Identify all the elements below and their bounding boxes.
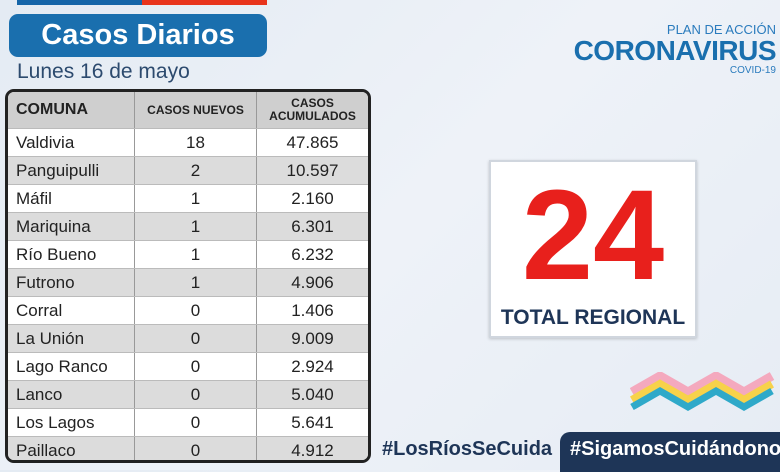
comuna-cell: Lago Ranco: [8, 353, 135, 380]
column-header: CASOS NUEVOS: [135, 92, 257, 128]
acumulados-cell: 2.160: [291, 188, 334, 208]
total-label: TOTAL REGIONAL: [500, 306, 686, 329]
acumulados-cell: 4.912: [291, 440, 334, 460]
comuna-cell: Paillaco: [8, 437, 135, 460]
comuna-cell: Lanco: [8, 381, 135, 408]
table-row: Futrono 1 4.906: [8, 268, 368, 296]
logo-plan: PLAN DE ACCIÓN: [666, 22, 776, 37]
logo-name: CORONAVIRUS: [573, 35, 777, 66]
table-row: Valdivia 18 47.865: [8, 128, 368, 156]
coronavirus-logo: PLAN DE ACCIÓN CORONAVIRUS COVID-19: [573, 22, 777, 76]
comuna-cell: Futrono: [8, 269, 135, 296]
acumulados-cell: 1.406: [291, 300, 334, 320]
acumulados-cell: 6.232: [291, 244, 334, 264]
nuevos-cell: 0: [135, 437, 257, 460]
hashtag-sigamos: #SigamosCuidándonos: [560, 432, 780, 472]
acumulados-cell: 47.865: [286, 132, 339, 152]
table-row: Corral 0 1.406: [8, 296, 368, 324]
total-value: 24: [521, 164, 665, 307]
nuevos-cell: 2: [135, 157, 257, 184]
table-row: Los Lagos 0 5.641: [8, 408, 368, 436]
column-header: CASOS ACUMULADOS: [269, 96, 356, 123]
comuna-cell: Corral: [8, 297, 135, 324]
comuna-cell: Valdivia: [8, 129, 135, 156]
acumulados-cell: 5.641: [291, 412, 334, 432]
nuevos-cell: 0: [135, 353, 257, 380]
page-title: Casos Diarios: [9, 14, 267, 57]
nuevos-cell: 1: [135, 269, 257, 296]
logo-sub: COVID-19: [729, 65, 776, 76]
table-row: La Unión 0 9.009: [8, 324, 368, 352]
flag-stripe: [17, 0, 267, 5]
table-row: Mariquina 1 6.301: [8, 212, 368, 240]
nuevos-cell: 0: [135, 297, 257, 324]
acumulados-cell: 6.301: [291, 216, 334, 236]
comuna-cell: La Unión: [8, 325, 135, 352]
acumulados-cell: 2.924: [291, 356, 334, 376]
total-regional-card: 24 TOTAL REGIONAL: [489, 160, 697, 338]
comuna-cell: Río Bueno: [8, 241, 135, 268]
acumulados-cell: 4.906: [291, 272, 334, 292]
nuevos-cell: 1: [135, 213, 257, 240]
table-row: Panguipulli 2 10.597: [8, 156, 368, 184]
nuevos-cell: 0: [135, 381, 257, 408]
hashtag-losrios: #LosRíosSeCuida: [382, 438, 553, 460]
column-header: COMUNA: [8, 92, 135, 128]
acumulados-cell: 9.009: [291, 328, 334, 348]
comuna-cell: Máfil: [8, 185, 135, 212]
table-header: COMUNA CASOS NUEVOS CASOS ACUMULADOS: [8, 92, 368, 128]
nuevos-cell: 1: [135, 185, 257, 212]
table-row: Lanco 0 5.040: [8, 380, 368, 408]
cases-table: COMUNA CASOS NUEVOS CASOS ACUMULADOS Val…: [5, 89, 371, 463]
nuevos-cell: 0: [135, 325, 257, 352]
table-row: Lago Ranco 0 2.924: [8, 352, 368, 380]
table-row: Máfil 1 2.160: [8, 184, 368, 212]
wave-logo-icon: [630, 372, 775, 412]
table-row: Paillaco 0 4.912: [8, 436, 368, 460]
nuevos-cell: 18: [135, 129, 257, 156]
comuna-cell: Panguipulli: [8, 157, 135, 184]
acumulados-cell: 5.040: [291, 384, 334, 404]
acumulados-cell: 10.597: [286, 160, 339, 180]
table-row: Río Bueno 1 6.232: [8, 240, 368, 268]
nuevos-cell: 0: [135, 409, 257, 436]
comuna-cell: Mariquina: [8, 213, 135, 240]
comuna-cell: Los Lagos: [8, 409, 135, 436]
date-label: Lunes 16 de mayo: [17, 60, 190, 83]
nuevos-cell: 1: [135, 241, 257, 268]
